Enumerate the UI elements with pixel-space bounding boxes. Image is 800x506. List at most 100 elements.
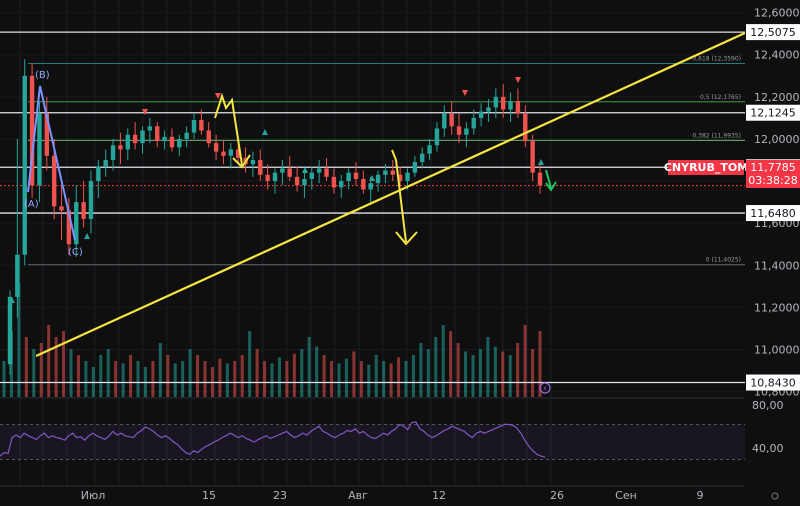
- volume-bar: [359, 361, 363, 397]
- candle-body: [478, 111, 484, 118]
- wave-abc-line[interactable]: [27, 85, 76, 241]
- candle-countdown: 03:38:28: [748, 174, 797, 187]
- level-label-bg: [746, 205, 800, 222]
- candle-body: [471, 117, 476, 129]
- candle-body: [191, 120, 197, 133]
- candle-body: [96, 166, 101, 182]
- candle-body: [442, 113, 447, 129]
- candle-body: [22, 75, 27, 255]
- volume-bar: [531, 349, 535, 397]
- volume-bar: [456, 343, 460, 397]
- candle-body: [456, 126, 462, 135]
- volume-bar: [24, 337, 28, 397]
- volume-bar: [344, 358, 348, 397]
- time-tick: 23: [273, 489, 287, 502]
- fib-level-label: 0,382 (11,9935): [692, 132, 741, 139]
- volume-bar: [389, 363, 393, 397]
- candle-body: [103, 160, 108, 167]
- volume-bar: [486, 337, 490, 397]
- time-tick: Авг: [348, 489, 368, 502]
- candle-body: [500, 96, 506, 110]
- candle-body: [110, 145, 116, 160]
- candle-body: [515, 101, 521, 114]
- volume-bar: [69, 349, 73, 397]
- price-tick: 12,2000: [754, 91, 800, 104]
- price-axis-bg: [745, 0, 800, 506]
- volume-bar: [315, 346, 319, 397]
- volume-bar: [225, 363, 229, 397]
- candle-body: [59, 206, 64, 211]
- trendline[interactable]: [35, 31, 746, 358]
- rsi-tick-80: 80,00: [752, 399, 784, 412]
- rsi-tick-40: 40,00: [752, 442, 784, 455]
- volume-bar: [196, 355, 200, 397]
- buy-signal-marker: [538, 159, 544, 165]
- candle-body: [302, 178, 307, 186]
- candle-body: [287, 168, 292, 177]
- level-label: 12,5075: [750, 26, 796, 39]
- volume-bar: [397, 357, 401, 397]
- level-label-bg: [746, 374, 800, 391]
- level-label: 11,6480: [750, 207, 796, 220]
- green-arrow[interactable]: [545, 169, 557, 192]
- buy-signal-marker: [9, 297, 15, 303]
- event-icon[interactable]: ⚡: [539, 382, 551, 394]
- candle-body: [235, 149, 241, 158]
- settings-gear-icon[interactable]: [771, 492, 779, 500]
- volume-bar: [218, 358, 222, 397]
- candle-body: [405, 172, 410, 182]
- volume-bar: [419, 343, 423, 397]
- volume-bar: [263, 361, 267, 397]
- price-tick: 11,0000: [754, 343, 800, 356]
- candle-body: [162, 136, 167, 142]
- candle-body: [199, 120, 204, 131]
- yellow-arrow-1[interactable]: [214, 92, 251, 169]
- volume-bar: [158, 343, 162, 397]
- candle-body: [206, 130, 211, 144]
- candle-body: [309, 172, 315, 179]
- time-tick: 15: [202, 489, 216, 502]
- current-price-badge[interactable]: CNYRUB_TOM 11,7785 03:38:28: [664, 160, 800, 188]
- volume-bar: [300, 349, 304, 397]
- volume-bar: [434, 337, 438, 397]
- candle-body: [140, 130, 145, 144]
- wave-label-b: (B): [35, 70, 50, 81]
- volume-bar: [173, 363, 177, 397]
- candle-body: [125, 134, 130, 150]
- candle-body: [530, 141, 535, 173]
- volume-bar: [330, 361, 334, 397]
- level-label-bg: [746, 104, 800, 121]
- volume-bar: [2, 361, 6, 397]
- candle-body: [147, 126, 153, 131]
- volume-bar: [493, 346, 497, 397]
- price-tick: 12,6000: [754, 7, 800, 20]
- volume-bar: [277, 357, 281, 397]
- time-tick: Июл: [81, 489, 106, 502]
- level-label: 10,8430: [750, 377, 796, 390]
- candle-body: [339, 181, 344, 188]
- symbol-label: CNYRUB_TOM: [664, 161, 748, 174]
- candle-body: [265, 174, 270, 182]
- volume-bar: [292, 353, 296, 397]
- volume-bar: [441, 325, 445, 397]
- candle-body: [15, 254, 20, 297]
- volume-bar: [114, 361, 118, 397]
- candle-body: [412, 162, 418, 173]
- candle-body: [7, 296, 13, 365]
- time-tick: Сен: [615, 489, 637, 502]
- volume-bar: [240, 355, 244, 397]
- candle-body: [177, 138, 182, 148]
- candle-body: [434, 128, 440, 146]
- volume-bar: [106, 349, 110, 397]
- volume-bar: [76, 355, 80, 397]
- volume-bars: [2, 283, 542, 397]
- chart-grid: [0, 0, 745, 486]
- volume-bar: [203, 361, 207, 397]
- candle-body: [316, 168, 322, 173]
- volume-bar: [17, 283, 21, 397]
- volume-bar: [151, 361, 155, 397]
- candle-body: [508, 101, 513, 110]
- yellow-arrow-2[interactable]: [391, 149, 418, 246]
- candle-body: [486, 107, 491, 112]
